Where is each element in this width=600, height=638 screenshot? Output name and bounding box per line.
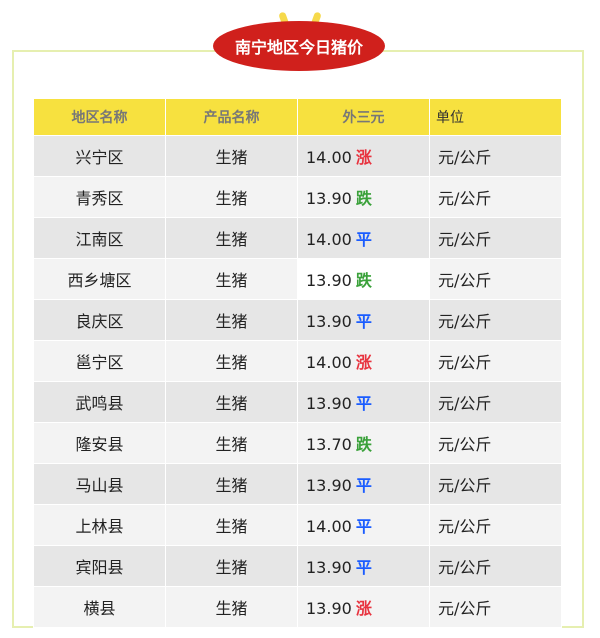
unit-cell: 元/公斤: [429, 463, 562, 505]
region-cell: 江南区: [33, 217, 166, 259]
price-cell: 13.90 平: [297, 381, 430, 423]
unit-cell: 元/公斤: [429, 340, 562, 382]
table-row: 上林县 生猪 14.00 平 元/公斤: [33, 504, 562, 546]
trend-label: 平: [355, 476, 372, 495]
trend-label: 平: [355, 230, 372, 249]
product-cell: 生猪: [165, 258, 298, 300]
trend-label: 跌: [355, 435, 372, 454]
table-row: 青秀区 生猪 13.90 跌 元/公斤: [33, 176, 562, 218]
table-row: 横县 生猪 13.90 涨 元/公斤: [33, 586, 562, 628]
unit-cell: 元/公斤: [429, 381, 562, 423]
table-row: 江南区 生猪 14.00 平 元/公斤: [33, 217, 562, 259]
region-cell: 隆安县: [33, 422, 166, 464]
region-cell: 青秀区: [33, 176, 166, 218]
price-cell: 14.00 涨: [297, 135, 430, 177]
table-row: 良庆区 生猪 13.90 平 元/公斤: [33, 299, 562, 341]
price-value: 14.00: [306, 353, 352, 372]
product-cell: 生猪: [165, 545, 298, 587]
product-cell: 生猪: [165, 299, 298, 341]
product-cell: 生猪: [165, 217, 298, 259]
unit-cell: 元/公斤: [429, 135, 562, 177]
price-cell: 14.00 涨: [297, 340, 430, 382]
region-cell: 兴宁区: [33, 135, 166, 177]
unit-cell: 元/公斤: [429, 586, 562, 628]
table-row: 西乡塘区 生猪 13.90 跌 元/公斤: [33, 258, 562, 300]
product-cell: 生猪: [165, 504, 298, 546]
table-row: 隆安县 生猪 13.70 跌 元/公斤: [33, 422, 562, 464]
trend-label: 跌: [355, 189, 372, 208]
table-header: 地区名称 产品名称 外三元 单位: [33, 98, 562, 136]
header-unit: 单位: [429, 98, 562, 136]
table-row: 邕宁区 生猪 14.00 涨 元/公斤: [33, 340, 562, 382]
trend-label: 跌: [355, 271, 372, 290]
price-value: 14.00: [306, 148, 352, 167]
header-region: 地区名称: [33, 98, 166, 136]
region-cell: 上林县: [33, 504, 166, 546]
price-cell: 14.00 平: [297, 504, 430, 546]
table-row: 兴宁区 生猪 14.00 涨 元/公斤: [33, 135, 562, 177]
region-cell: 良庆区: [33, 299, 166, 341]
region-cell: 武鸣县: [33, 381, 166, 423]
product-cell: 生猪: [165, 135, 298, 177]
unit-cell: 元/公斤: [429, 504, 562, 546]
price-cell: 14.00 平: [297, 217, 430, 259]
price-cell: 13.70 跌: [297, 422, 430, 464]
table-row: 武鸣县 生猪 13.90 平 元/公斤: [33, 381, 562, 423]
unit-cell: 元/公斤: [429, 176, 562, 218]
region-cell: 马山县: [33, 463, 166, 505]
table-row: 宾阳县 生猪 13.90 平 元/公斤: [33, 545, 562, 587]
price-value: 13.90: [306, 312, 352, 331]
header-product: 产品名称: [165, 98, 298, 136]
trend-label: 平: [355, 517, 372, 536]
header-price: 外三元: [297, 98, 430, 136]
unit-cell: 元/公斤: [429, 545, 562, 587]
product-cell: 生猪: [165, 340, 298, 382]
trend-label: 涨: [355, 353, 372, 372]
trend-label: 平: [355, 312, 372, 331]
unit-cell: 元/公斤: [429, 422, 562, 464]
price-cell: 13.90 涨: [297, 586, 430, 628]
region-cell: 邕宁区: [33, 340, 166, 382]
price-value: 13.90: [306, 189, 352, 208]
trend-label: 平: [355, 558, 372, 577]
unit-cell: 元/公斤: [429, 217, 562, 259]
price-value: 14.00: [306, 230, 352, 249]
price-value: 13.90: [306, 558, 352, 577]
title-badge: 南宁地区今日猪价: [213, 21, 385, 71]
unit-cell: 元/公斤: [429, 258, 562, 300]
price-table: 地区名称 产品名称 外三元 单位 兴宁区 生猪 14.00 涨 元/公斤 青秀区 生…: [33, 98, 562, 628]
price-cell: 13.90 平: [297, 299, 430, 341]
trend-label: 涨: [355, 599, 372, 618]
product-cell: 生猪: [165, 381, 298, 423]
product-cell: 生猪: [165, 422, 298, 464]
product-cell: 生猪: [165, 586, 298, 628]
table-row: 马山县 生猪 13.90 平 元/公斤: [33, 463, 562, 505]
price-value: 13.70: [306, 435, 352, 454]
product-cell: 生猪: [165, 463, 298, 505]
product-cell: 生猪: [165, 176, 298, 218]
price-value: 13.90: [306, 394, 352, 413]
price-cell: 13.90 平: [297, 463, 430, 505]
price-cell: 13.90 跌: [297, 258, 430, 300]
price-value: 13.90: [306, 271, 352, 290]
price-value: 14.00: [306, 517, 352, 536]
price-value: 13.90: [306, 599, 352, 618]
price-cell: 13.90 跌: [297, 176, 430, 218]
region-cell: 宾阳县: [33, 545, 166, 587]
price-cell: 13.90 平: [297, 545, 430, 587]
unit-cell: 元/公斤: [429, 299, 562, 341]
region-cell: 横县: [33, 586, 166, 628]
trend-label: 涨: [355, 148, 372, 167]
price-value: 13.90: [306, 476, 352, 495]
region-cell: 西乡塘区: [33, 258, 166, 300]
trend-label: 平: [355, 394, 372, 413]
